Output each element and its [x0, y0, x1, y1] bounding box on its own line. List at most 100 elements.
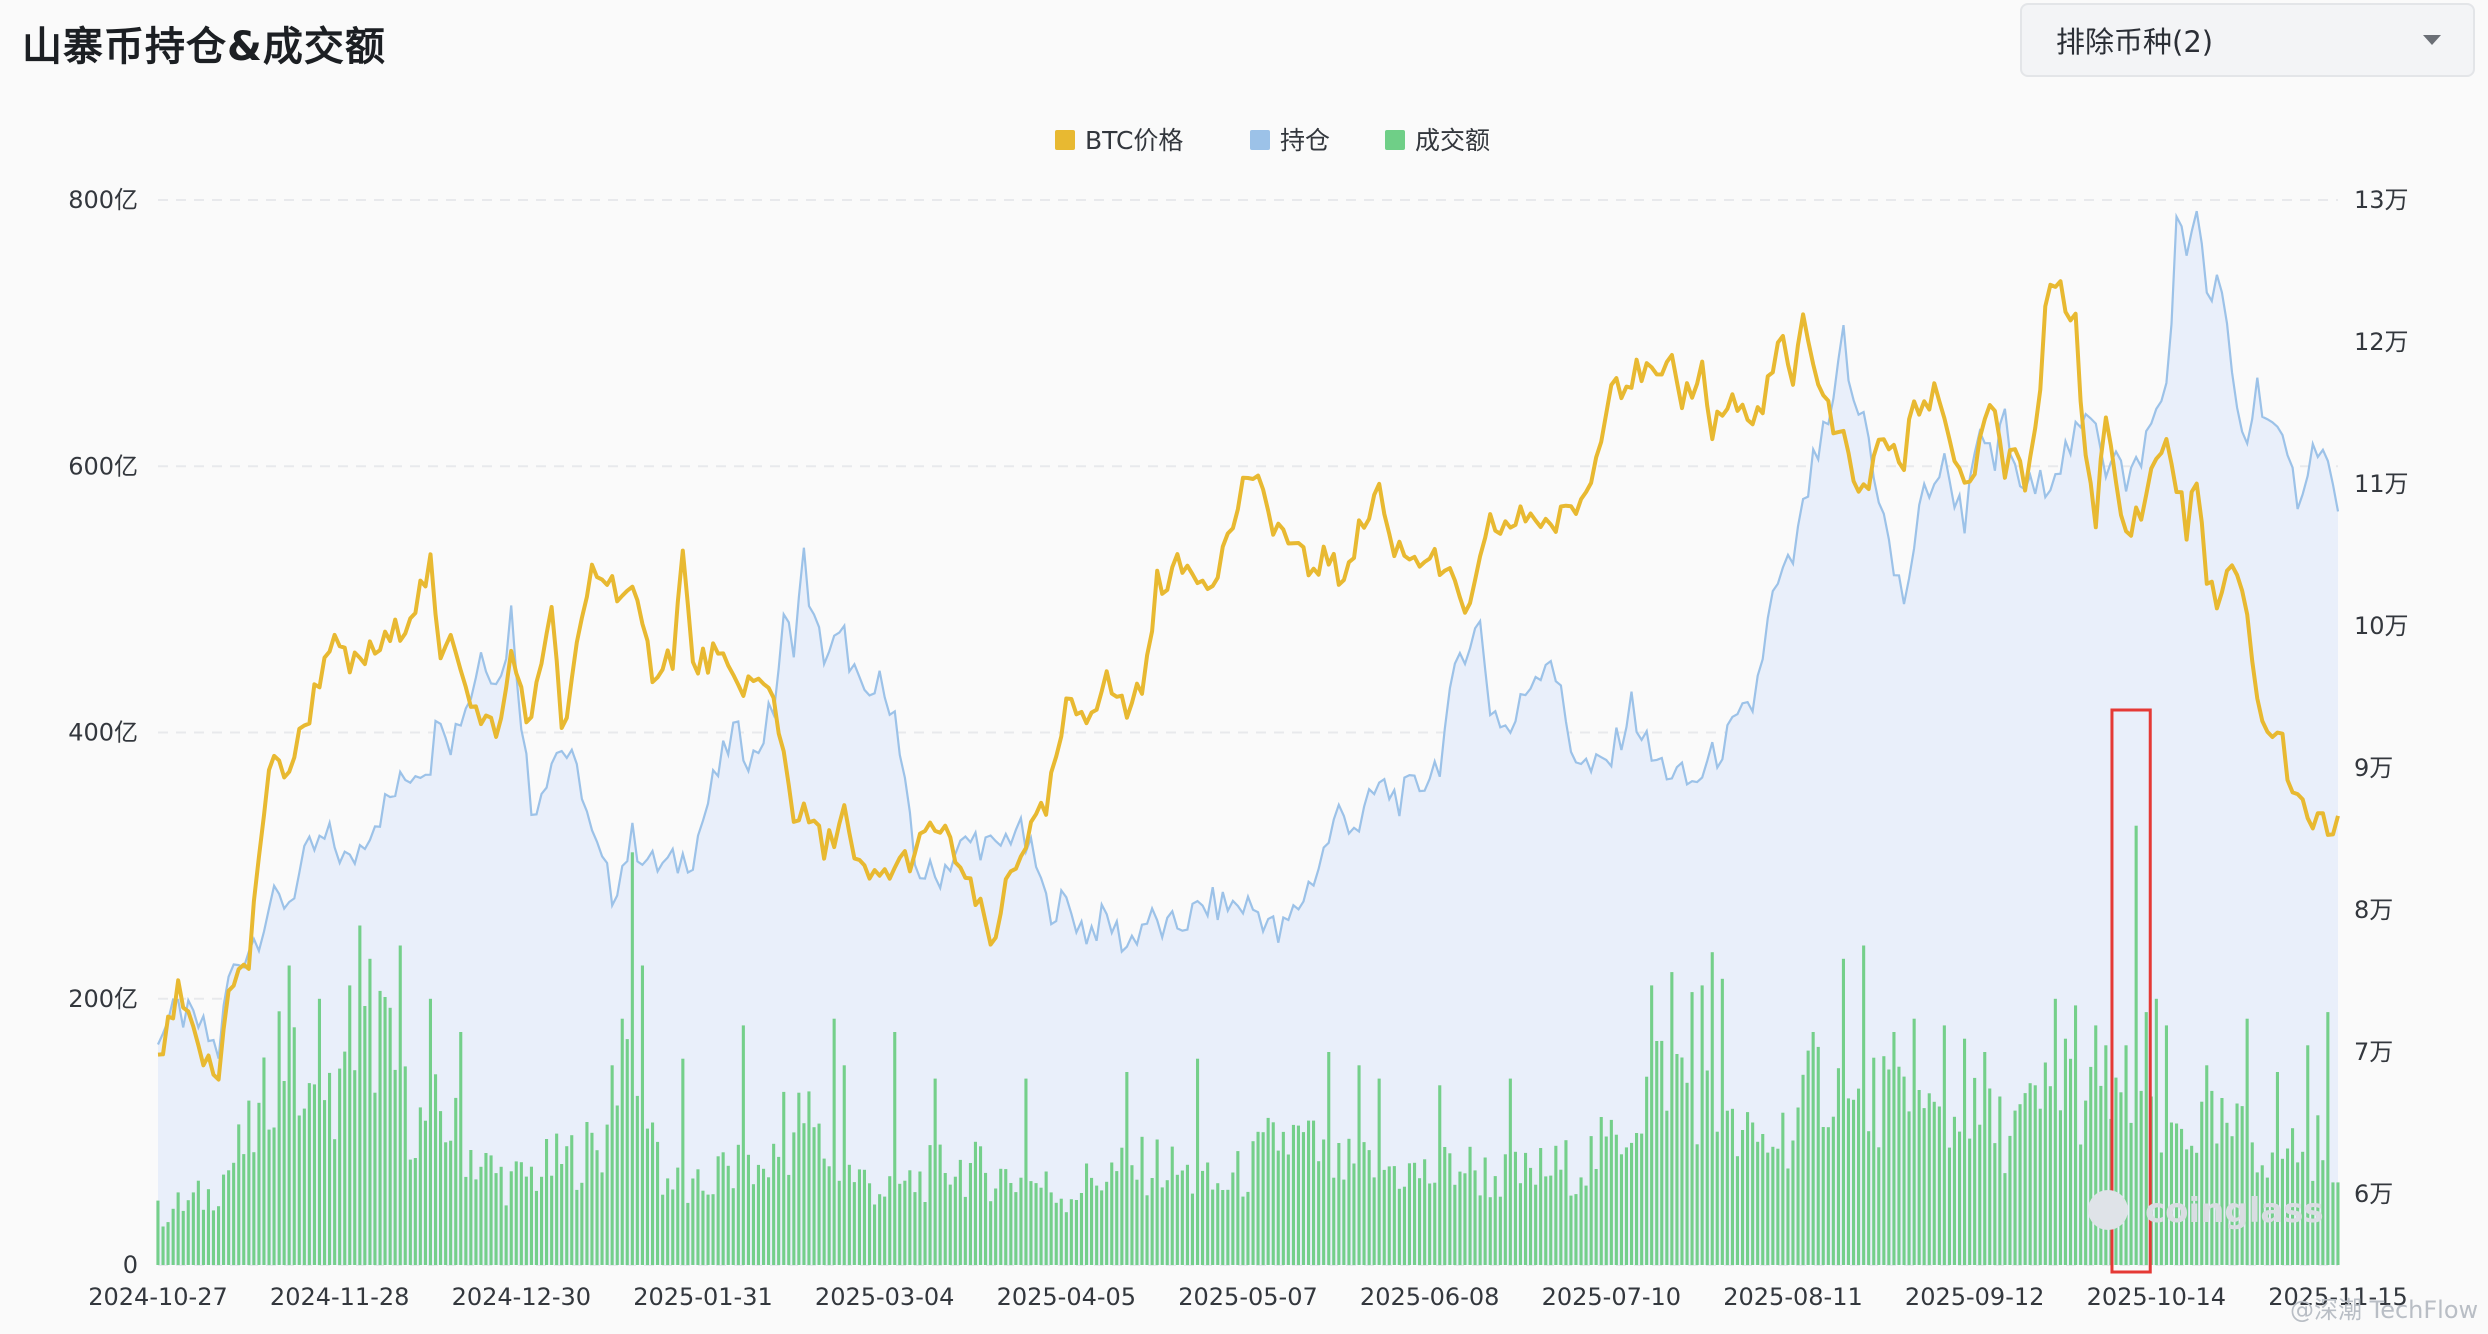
volume-bar — [817, 1123, 821, 1265]
volume-bar — [1034, 1183, 1038, 1265]
volume-bar — [661, 1194, 665, 1265]
volume-bar — [1821, 1127, 1825, 1265]
volume-bar — [696, 1169, 700, 1265]
volume-bar — [1690, 992, 1694, 1265]
right-tick-label: 13万 — [2354, 186, 2409, 214]
volume-bar — [923, 1202, 927, 1265]
volume-bar — [1246, 1191, 1250, 1265]
volume-bar — [1180, 1170, 1184, 1265]
volume-bar — [575, 1189, 579, 1265]
legend-label-2: 成交额 — [1415, 126, 1490, 155]
volume-bar — [1761, 1134, 1765, 1265]
volume-bar — [2124, 1045, 2128, 1265]
volume-bar — [262, 1057, 266, 1265]
volume-bar — [1614, 1134, 1618, 1265]
volume-bar — [1261, 1132, 1265, 1265]
volume-bar — [837, 1180, 841, 1265]
volume-bar — [2240, 1106, 2244, 1265]
volume-bar — [1857, 1088, 1861, 1265]
volume-bar — [555, 1133, 559, 1265]
right-tick-label: 9万 — [2354, 754, 2393, 782]
volume-bar — [2205, 1065, 2209, 1265]
volume-bar — [782, 1091, 786, 1265]
volume-bar — [2013, 1110, 2017, 1265]
volume-bar — [1841, 958, 1845, 1265]
volume-bar — [1635, 1133, 1639, 1265]
volume-bar — [1448, 1153, 1452, 1265]
volume-bar — [979, 1146, 983, 1265]
volume-bar — [590, 1132, 594, 1265]
volume-bar — [802, 1123, 806, 1265]
right-tick-label: 11万 — [2354, 470, 2409, 498]
volume-bar — [1458, 1171, 1462, 1265]
chevron-down-icon — [2423, 35, 2441, 45]
volume-bar — [1826, 1127, 1830, 1265]
volume-bar — [1968, 1138, 1972, 1265]
volume-bar — [550, 1175, 554, 1265]
volume-bar — [1453, 1184, 1457, 1265]
volume-bar — [171, 1208, 175, 1265]
legend: BTC价格 持仓 成交额 — [1055, 126, 1490, 155]
volume-bar — [1407, 1163, 1411, 1265]
volume-bar — [2069, 1058, 2073, 1265]
volume-bar — [1231, 1172, 1235, 1265]
volume-bar — [196, 1180, 200, 1265]
volume-bar — [217, 1206, 221, 1265]
volume-bar — [560, 1164, 564, 1265]
exclude-coins-dropdown[interactable]: 排除币种(2) — [2020, 3, 2475, 77]
volume-bar — [1170, 1146, 1174, 1265]
left-tick-label: 0 — [123, 1251, 138, 1279]
volume-bar — [1937, 1106, 1941, 1265]
volume-bar — [504, 1205, 508, 1265]
volume-bar — [2008, 1135, 2012, 1265]
volume-bar — [353, 1070, 357, 1265]
right-tick-label: 10万 — [2354, 612, 2409, 640]
volume-bar — [1478, 1195, 1482, 1265]
volume-bar — [928, 1145, 932, 1265]
volume-bar — [847, 1164, 851, 1265]
volume-bar — [252, 1152, 256, 1265]
volume-bar — [2058, 1110, 2062, 1265]
volume-bar — [1786, 1168, 1790, 1265]
left-tick-label: 200亿 — [68, 985, 138, 1013]
volume-bar — [1211, 1189, 1215, 1265]
volume-bar — [2099, 1085, 2103, 1265]
volume-bar — [999, 1168, 1003, 1265]
volume-bar — [726, 1165, 730, 1265]
volume-bar — [257, 1102, 261, 1265]
volume-bar — [1796, 1107, 1800, 1265]
credit-label: @深潮 TechFlow — [2290, 1296, 2478, 1324]
volume-bar — [272, 1127, 276, 1265]
volume-bar — [2280, 1158, 2284, 1265]
volume-bar — [1599, 1117, 1603, 1265]
volume-bar — [2134, 825, 2138, 1265]
volume-bar — [1110, 1162, 1114, 1265]
volume-bar — [383, 997, 387, 1265]
volume-bar — [519, 1162, 523, 1265]
volume-bar — [676, 1167, 680, 1265]
volume-bar — [1276, 1150, 1280, 1265]
volume-bar — [908, 1170, 912, 1265]
volume-bar — [948, 1184, 952, 1265]
volume-bar — [973, 1141, 977, 1265]
volume-bar — [222, 1174, 226, 1265]
volume-bar — [1539, 1148, 1543, 1265]
volume-bar — [2255, 1172, 2259, 1265]
volume-bar — [418, 1107, 422, 1265]
volume-bar — [333, 1139, 337, 1265]
volume-bar — [292, 1027, 296, 1265]
volume-bar — [1559, 1169, 1563, 1265]
volume-bar — [1327, 1052, 1331, 1265]
volume-bar — [454, 1097, 458, 1265]
volume-bar — [2043, 1062, 2047, 1265]
highlight-rect — [2110, 708, 2152, 1274]
volume-bar — [963, 1196, 967, 1265]
legend-label-1: 持仓 — [1280, 126, 1330, 155]
volume-bar — [307, 1083, 311, 1265]
x-tick-label: 2024-11-28 — [270, 1283, 409, 1311]
volume-bar — [1387, 1166, 1391, 1265]
volume-bar — [2048, 1086, 2052, 1265]
volume-bar — [479, 1166, 483, 1265]
volume-bar — [666, 1178, 670, 1265]
volume-bar — [2316, 1115, 2320, 1265]
